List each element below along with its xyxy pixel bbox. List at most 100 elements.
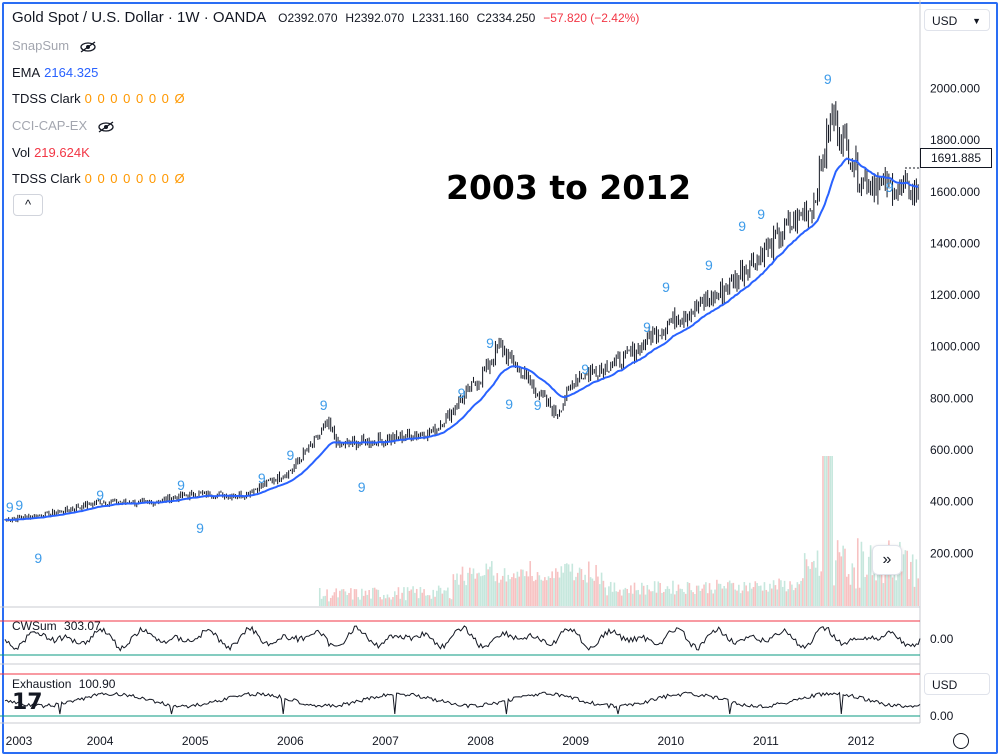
volume-bar (560, 566, 563, 606)
exhaustion-value: 100.90 (78, 677, 116, 691)
currency-selector[interactable]: USD ▼ (924, 9, 990, 31)
volume-bar (348, 592, 350, 606)
td-sequential-marker: 9 (505, 396, 513, 412)
indicator-ema[interactable]: EMA 2164.325 (12, 65, 98, 80)
volume-bar (661, 592, 663, 606)
volume-bar (611, 591, 614, 606)
volume-bar (666, 586, 669, 606)
scroll-to-realtime-button[interactable]: » (872, 545, 902, 575)
annotation-text[interactable]: 2003 to 2012 (446, 168, 692, 207)
td-sequential-marker: 9 (196, 520, 204, 536)
volume-bar (842, 545, 844, 606)
volume-bar (626, 588, 628, 606)
volume-bar (500, 579, 502, 606)
volume-bar (415, 588, 418, 606)
volume-bar (681, 588, 683, 606)
collapse-legend-button[interactable]: ^ (13, 194, 43, 216)
volume-bar (395, 594, 398, 606)
indicator-tdss-clark-1[interactable]: TDSS Clark 0 0 0 0 0 0 0 Ø (12, 91, 186, 106)
volume-bar (586, 582, 588, 606)
volume-bar (351, 599, 354, 606)
volume-bar (329, 597, 332, 606)
volume-bar (708, 583, 711, 606)
volume-bar (917, 578, 919, 606)
indicator-tdss-clark-2[interactable]: TDSS Clark 0 0 0 0 0 0 0 Ø (12, 171, 186, 186)
volume-bar (580, 569, 583, 606)
volume-bar (564, 563, 566, 606)
indicator-name: EMA (12, 65, 41, 80)
volume-bar (670, 593, 672, 606)
tradingview-logo[interactable]: 17 (12, 690, 43, 715)
volume-bar (448, 598, 451, 606)
volume-bar (384, 598, 387, 606)
exhaustion-name: Exhaustion (12, 677, 72, 691)
volume-bar (582, 579, 585, 606)
cwsum-pane-label[interactable]: CWSum 303.07 (12, 619, 101, 633)
volume-bar (419, 587, 422, 606)
volume-bar (366, 594, 369, 606)
volume-bar (331, 595, 334, 606)
volume-bar (712, 593, 715, 606)
volume-bar (655, 592, 658, 606)
indicator-snapsum[interactable]: SnapSum (12, 38, 97, 53)
volume-bar (613, 582, 616, 606)
volume-bar (390, 599, 392, 606)
volume-bar (593, 580, 596, 606)
volume-bar (672, 580, 674, 606)
volume-bar (406, 587, 409, 606)
price-axis-label: 1600.000 (930, 185, 980, 199)
volume-bar (520, 569, 522, 606)
volume-bar (320, 598, 323, 606)
volume-bar (686, 581, 689, 606)
volume-bar (527, 576, 530, 606)
td-sequential-marker: 9 (286, 447, 294, 463)
hidden-eye-icon[interactable] (79, 41, 97, 53)
volume-bar (350, 588, 352, 606)
volume-bar (781, 586, 784, 606)
volume-bar (619, 589, 621, 606)
volume-bar (421, 592, 424, 606)
volume-bar (463, 580, 466, 606)
indicator-value: 219.624K (34, 145, 90, 160)
volume-bar (650, 591, 652, 606)
volume-bar (459, 574, 462, 606)
volume-bar (408, 590, 411, 606)
volume-bar (533, 581, 535, 606)
indicator-cci-cap-ex[interactable]: CCI-CAP-EX (12, 118, 115, 133)
volume-bar (858, 587, 861, 606)
volume-bar (763, 582, 766, 606)
exhaustion-pane-label[interactable]: Exhaustion 100.90 (12, 677, 115, 691)
indicator-vol[interactable]: Vol 219.624K (12, 145, 90, 160)
volume-bar (706, 593, 709, 606)
volume-bar (430, 598, 433, 606)
volume-bar (392, 597, 394, 606)
price-axis-label: 400.000 (930, 495, 974, 509)
volume-bar (813, 560, 815, 606)
volume-bar (690, 590, 693, 606)
volume-bar (505, 581, 508, 606)
td-sequential-marker: 9 (15, 497, 23, 513)
td-sequential-marker: 9 (886, 179, 894, 195)
volume-bar (734, 589, 736, 606)
volume-bar (536, 572, 539, 606)
volume-bar (450, 599, 453, 606)
volume-bar (811, 562, 813, 606)
td-sequential-marker: 9 (6, 499, 14, 515)
volume-bar (862, 551, 865, 606)
indicator-name: Vol (12, 145, 31, 160)
price-axis-label: 800.000 (930, 391, 974, 405)
symbol-title[interactable]: Gold Spot / U.S. Dollar · 1W · OANDA (12, 9, 267, 26)
volume-bar (644, 594, 647, 606)
hidden-eye-icon[interactable] (97, 121, 115, 133)
volume-bar (377, 589, 380, 606)
volume-bar (869, 545, 872, 606)
currency-label-lower[interactable]: USD (924, 673, 990, 695)
volume-bar (628, 593, 630, 606)
volume-bar (602, 580, 605, 606)
volume-bar (542, 580, 544, 606)
volume-bar (576, 572, 579, 606)
ema-line (5, 157, 919, 521)
volume-bar (584, 574, 586, 606)
volume-bar (659, 582, 661, 606)
